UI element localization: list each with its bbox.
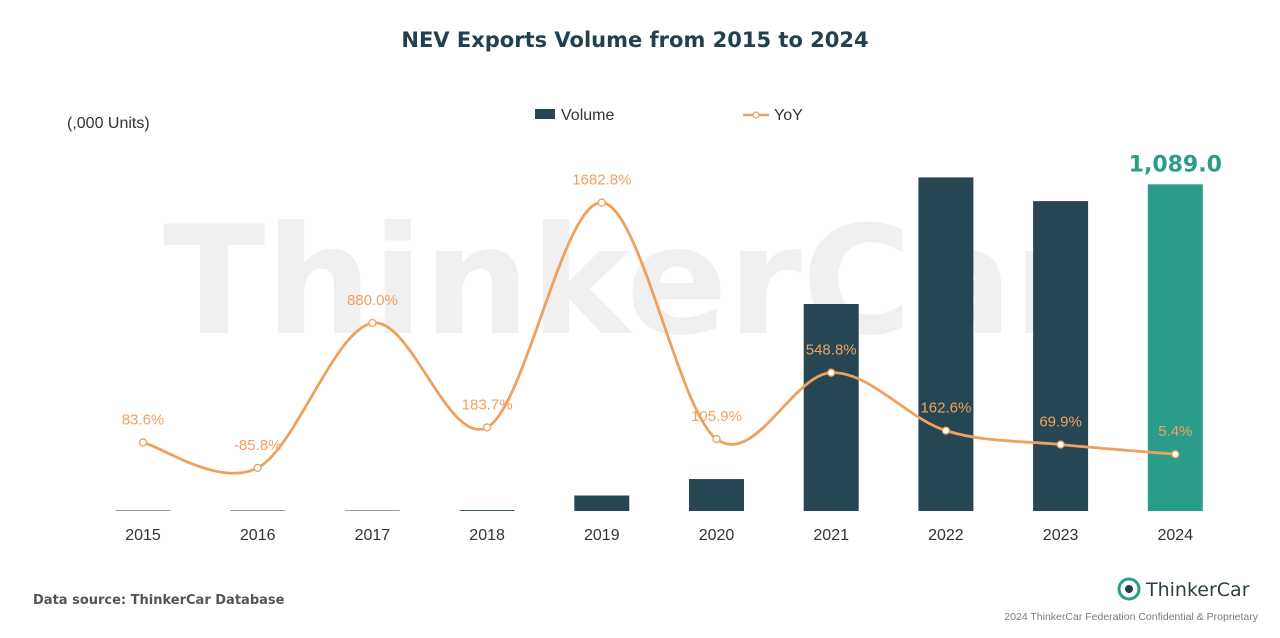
yoy-points	[138, 198, 1180, 473]
x-tick-2021: 2021	[813, 527, 849, 544]
volume-bars: 1,089.0	[115, 152, 1222, 512]
yoy-label-2019: 1682.8%	[572, 172, 631, 189]
yoy-label-2018: 183.7%	[462, 396, 513, 413]
volume-bar-2024	[1147, 184, 1203, 512]
x-tick-2023: 2023	[1043, 527, 1079, 544]
yoy-point-2020	[712, 434, 721, 444]
yoy-labels: 83.6% -85.8% 880.0% 183.7% 1682.8% 105.9% 548.…	[122, 172, 1193, 454]
volume-bar-2021	[803, 304, 859, 511]
x-tick-2018: 2018	[469, 527, 505, 544]
yoy-point-2015	[138, 438, 148, 447]
chart-title: NEV Exports Volume from 2015 to 2024	[401, 28, 868, 52]
x-tick-2019: 2019	[584, 527, 620, 544]
volume-bar-2022	[918, 177, 974, 511]
x-tick-2024: 2024	[1158, 527, 1194, 544]
yoy-label-2021: 548.8%	[806, 342, 857, 359]
x-tick-2017: 2017	[355, 527, 391, 544]
yoy-point-2022	[941, 426, 951, 435]
volume-bar-2019	[574, 495, 630, 511]
volume-bar-2015	[115, 510, 171, 511]
yoy-label-2020: 105.9%	[691, 408, 742, 425]
legend-yoy-label: YoY	[774, 107, 803, 124]
x-axis-ticks: 2015 2016 2017 2018 2019 2020 2021 2022 2023 2024	[125, 527, 1193, 544]
yoy-point-2021	[827, 368, 836, 377]
brand-name: ThinkerCar	[1145, 579, 1250, 601]
yoy-point-2017	[368, 318, 377, 328]
yoy-point-2023	[1056, 440, 1065, 449]
volume-label-2024: 1,089.0	[1129, 152, 1222, 177]
yoy-label-2015: 83.6%	[122, 411, 165, 428]
brand-logo-icon-center	[1125, 585, 1133, 593]
legend: Volume YoY	[535, 107, 803, 124]
legend-volume-label: Volume	[561, 107, 614, 124]
yoy-point-2016	[253, 463, 262, 473]
yoy-line	[141, 201, 1177, 475]
x-tick-2020: 2020	[699, 527, 735, 544]
yoy-label-2017: 880.0%	[347, 292, 398, 309]
yoy-label-2022: 162.6%	[920, 400, 971, 417]
yoy-label-2023: 69.9%	[1039, 414, 1082, 431]
x-tick-2015: 2015	[125, 527, 161, 544]
yoy-label-2024: 5.4%	[1158, 423, 1192, 440]
volume-bar-2016	[230, 510, 286, 511]
yoy-point-2018	[482, 423, 492, 432]
legend-yoy-marker	[752, 111, 760, 119]
unit-label: (,000 Units)	[67, 115, 150, 132]
brand-logo-icon	[1117, 577, 1141, 601]
volume-bar-2018	[459, 510, 515, 511]
volume-bar-2020	[689, 479, 744, 511]
brand-logo: ThinkerCar	[1117, 577, 1250, 601]
x-tick-2016: 2016	[240, 527, 276, 544]
data-source: Data source: ThinkerCar Database	[33, 593, 285, 608]
yoy-label-2016: -85.8%	[234, 437, 282, 454]
legend-volume-swatch	[535, 109, 555, 119]
x-tick-2022: 2022	[928, 527, 964, 544]
volume-bar-2017	[344, 510, 400, 511]
footer-note: 2024 ThinkerCar Federation Confidential …	[1004, 611, 1258, 623]
volume-bar-2023	[1033, 201, 1089, 511]
yoy-point-2024	[1171, 450, 1180, 459]
yoy-point-2019	[597, 198, 606, 207]
